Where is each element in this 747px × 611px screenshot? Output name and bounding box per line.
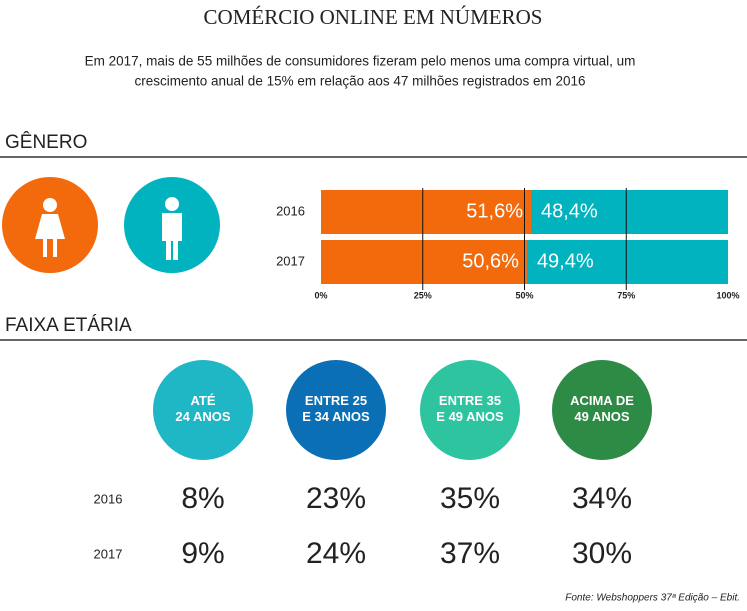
cell: 37% [440,537,500,570]
cell: 34% [572,482,632,515]
bar [321,190,532,234]
age-label-line: E 34 ANOS [302,409,370,424]
age-label-line: ACIMA DE [570,393,634,408]
y-tick-label: 2016 [276,203,305,218]
age-circle [286,360,386,460]
value-label: 48,4% [541,200,598,222]
bar [526,240,728,284]
value-label: 50,6% [462,250,519,272]
age-circle [153,360,253,460]
cell: 24% [306,537,366,570]
x-tick-label: 100% [716,290,739,300]
value-label: 51,6% [466,200,523,222]
age-label-line: 49 ANOS [574,409,629,424]
source: Fonte: Webshoppers 37ª Edição – Ebit. [565,593,740,604]
age-label: ENTRE 35 E 49 ANOS [436,393,504,424]
x-tick-label: 50% [515,290,533,300]
cell: 8% [181,482,224,515]
age-label: ATÉ 24 ANOS [175,393,230,424]
bar [531,190,728,234]
x-tick-label: 0% [314,290,327,300]
age-label: ENTRE 25 E 34 ANOS [302,393,370,424]
age-label-line: ATÉ [190,393,215,408]
title: COMÉRCIO ONLINE EM NÚMEROS [204,5,543,29]
bar [321,240,527,284]
age-label-line: ENTRE 35 [439,393,501,408]
female-icon [2,177,98,273]
cell: 9% [181,537,224,570]
age-circle [552,360,652,460]
row-label: 2016 [94,491,123,506]
subtitle: Em 2017, mais de 55 milhões de consumido… [85,54,636,69]
y-tick-label: 2017 [276,253,305,268]
section-title: GÊNERO [5,131,87,153]
age-label-line: ENTRE 25 [305,393,367,408]
age-label: ACIMA DE 49 ANOS [570,393,634,424]
row-label: 2017 [94,546,123,561]
value-label: 49,4% [537,250,594,272]
cell: 23% [306,482,366,515]
cell: 30% [572,537,632,570]
section-title: FAIXA ETÁRIA [5,315,132,336]
x-tick-label: 25% [414,290,432,300]
age-label-line: 24 ANOS [175,409,230,424]
cell: 35% [440,482,500,515]
age-label-line: E 49 ANOS [436,409,504,424]
male-icon [124,177,220,273]
age-circle [420,360,520,460]
subtitle: crescimento anual de 15% em relação aos … [135,74,586,89]
x-tick-label: 75% [617,290,635,300]
